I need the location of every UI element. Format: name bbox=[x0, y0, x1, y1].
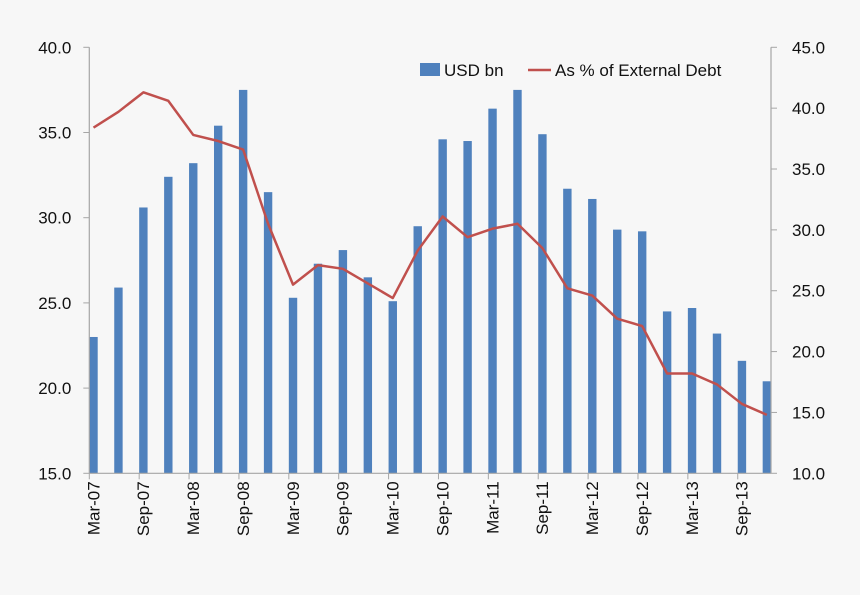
bar bbox=[763, 381, 771, 473]
legend: USD bn As % of External Debt bbox=[420, 61, 722, 80]
left-axis-tick-label: 30.0 bbox=[38, 209, 71, 228]
bar bbox=[488, 109, 496, 474]
bar bbox=[364, 277, 372, 473]
right-axis-tick-label: 35.0 bbox=[792, 160, 825, 179]
bar bbox=[214, 126, 222, 474]
bar bbox=[513, 90, 521, 473]
bar bbox=[738, 361, 746, 473]
right-axis-tick-label: 45.0 bbox=[792, 38, 825, 57]
bar bbox=[613, 230, 621, 474]
legend-label-bar: USD bn bbox=[444, 61, 504, 80]
bar bbox=[389, 301, 397, 473]
bar bbox=[538, 134, 546, 473]
bar bbox=[414, 226, 422, 473]
x-axis-tick-label: Sep-12 bbox=[633, 481, 652, 536]
x-axis-tick-label: Sep-13 bbox=[733, 481, 752, 536]
x-axis-tick-label: Sep-09 bbox=[334, 481, 353, 536]
bar bbox=[563, 189, 571, 474]
bar bbox=[663, 311, 671, 473]
bar bbox=[114, 288, 122, 474]
axes: 15.0 20.0 25.0 30.0 35.0 40.0 10.0 15.0 20.0 25.0… bbox=[38, 38, 825, 536]
right-axis-tick-label: 40.0 bbox=[792, 99, 825, 118]
bar bbox=[264, 192, 272, 473]
right-axis-tick-label: 30.0 bbox=[792, 221, 825, 240]
x-axis-tick-label: Sep-10 bbox=[433, 481, 452, 536]
x-axis-tick-label: Sep-08 bbox=[234, 481, 253, 536]
bar bbox=[139, 207, 147, 473]
x-axis-tick-label: Mar-09 bbox=[284, 481, 303, 535]
right-axis-tick-label: 15.0 bbox=[792, 403, 825, 422]
x-axis-tick-label: Mar-08 bbox=[184, 481, 203, 535]
x-axis-tick-label: Mar-07 bbox=[84, 481, 103, 535]
x-axis-tick-label: Mar-11 bbox=[483, 481, 502, 534]
bar bbox=[438, 139, 446, 473]
left-axis-tick-label: 20.0 bbox=[38, 379, 71, 398]
bar bbox=[713, 334, 721, 474]
bar bbox=[289, 298, 297, 474]
x-axis-tick-label: Mar-12 bbox=[583, 481, 602, 535]
right-axis-tick-label: 25.0 bbox=[792, 282, 825, 301]
bar-series bbox=[89, 90, 771, 473]
bar bbox=[688, 308, 696, 473]
bar bbox=[339, 250, 347, 473]
bar bbox=[314, 264, 322, 474]
right-axis-tick-label: 10.0 bbox=[792, 464, 825, 483]
bar bbox=[463, 141, 471, 473]
legend-swatch-bar bbox=[420, 63, 440, 76]
right-axis-tick-label: 20.0 bbox=[792, 343, 825, 362]
x-axis-tick-label: Mar-13 bbox=[683, 481, 702, 535]
bar bbox=[89, 337, 97, 473]
x-axis-tick-label: Sep-11 bbox=[533, 481, 552, 535]
bar bbox=[588, 199, 596, 473]
x-axis-tick-label: Mar-10 bbox=[384, 481, 403, 535]
left-axis-tick-label: 40.0 bbox=[38, 38, 71, 57]
bar bbox=[164, 177, 172, 473]
left-axis-tick-label: 15.0 bbox=[38, 464, 71, 483]
x-axis-tick-label: Sep-07 bbox=[134, 481, 153, 536]
left-axis-tick-label: 35.0 bbox=[38, 124, 71, 143]
legend-label-line: As % of External Debt bbox=[555, 61, 722, 80]
bar bbox=[189, 163, 197, 473]
left-axis-tick-label: 25.0 bbox=[38, 294, 71, 313]
bar bbox=[638, 231, 646, 473]
